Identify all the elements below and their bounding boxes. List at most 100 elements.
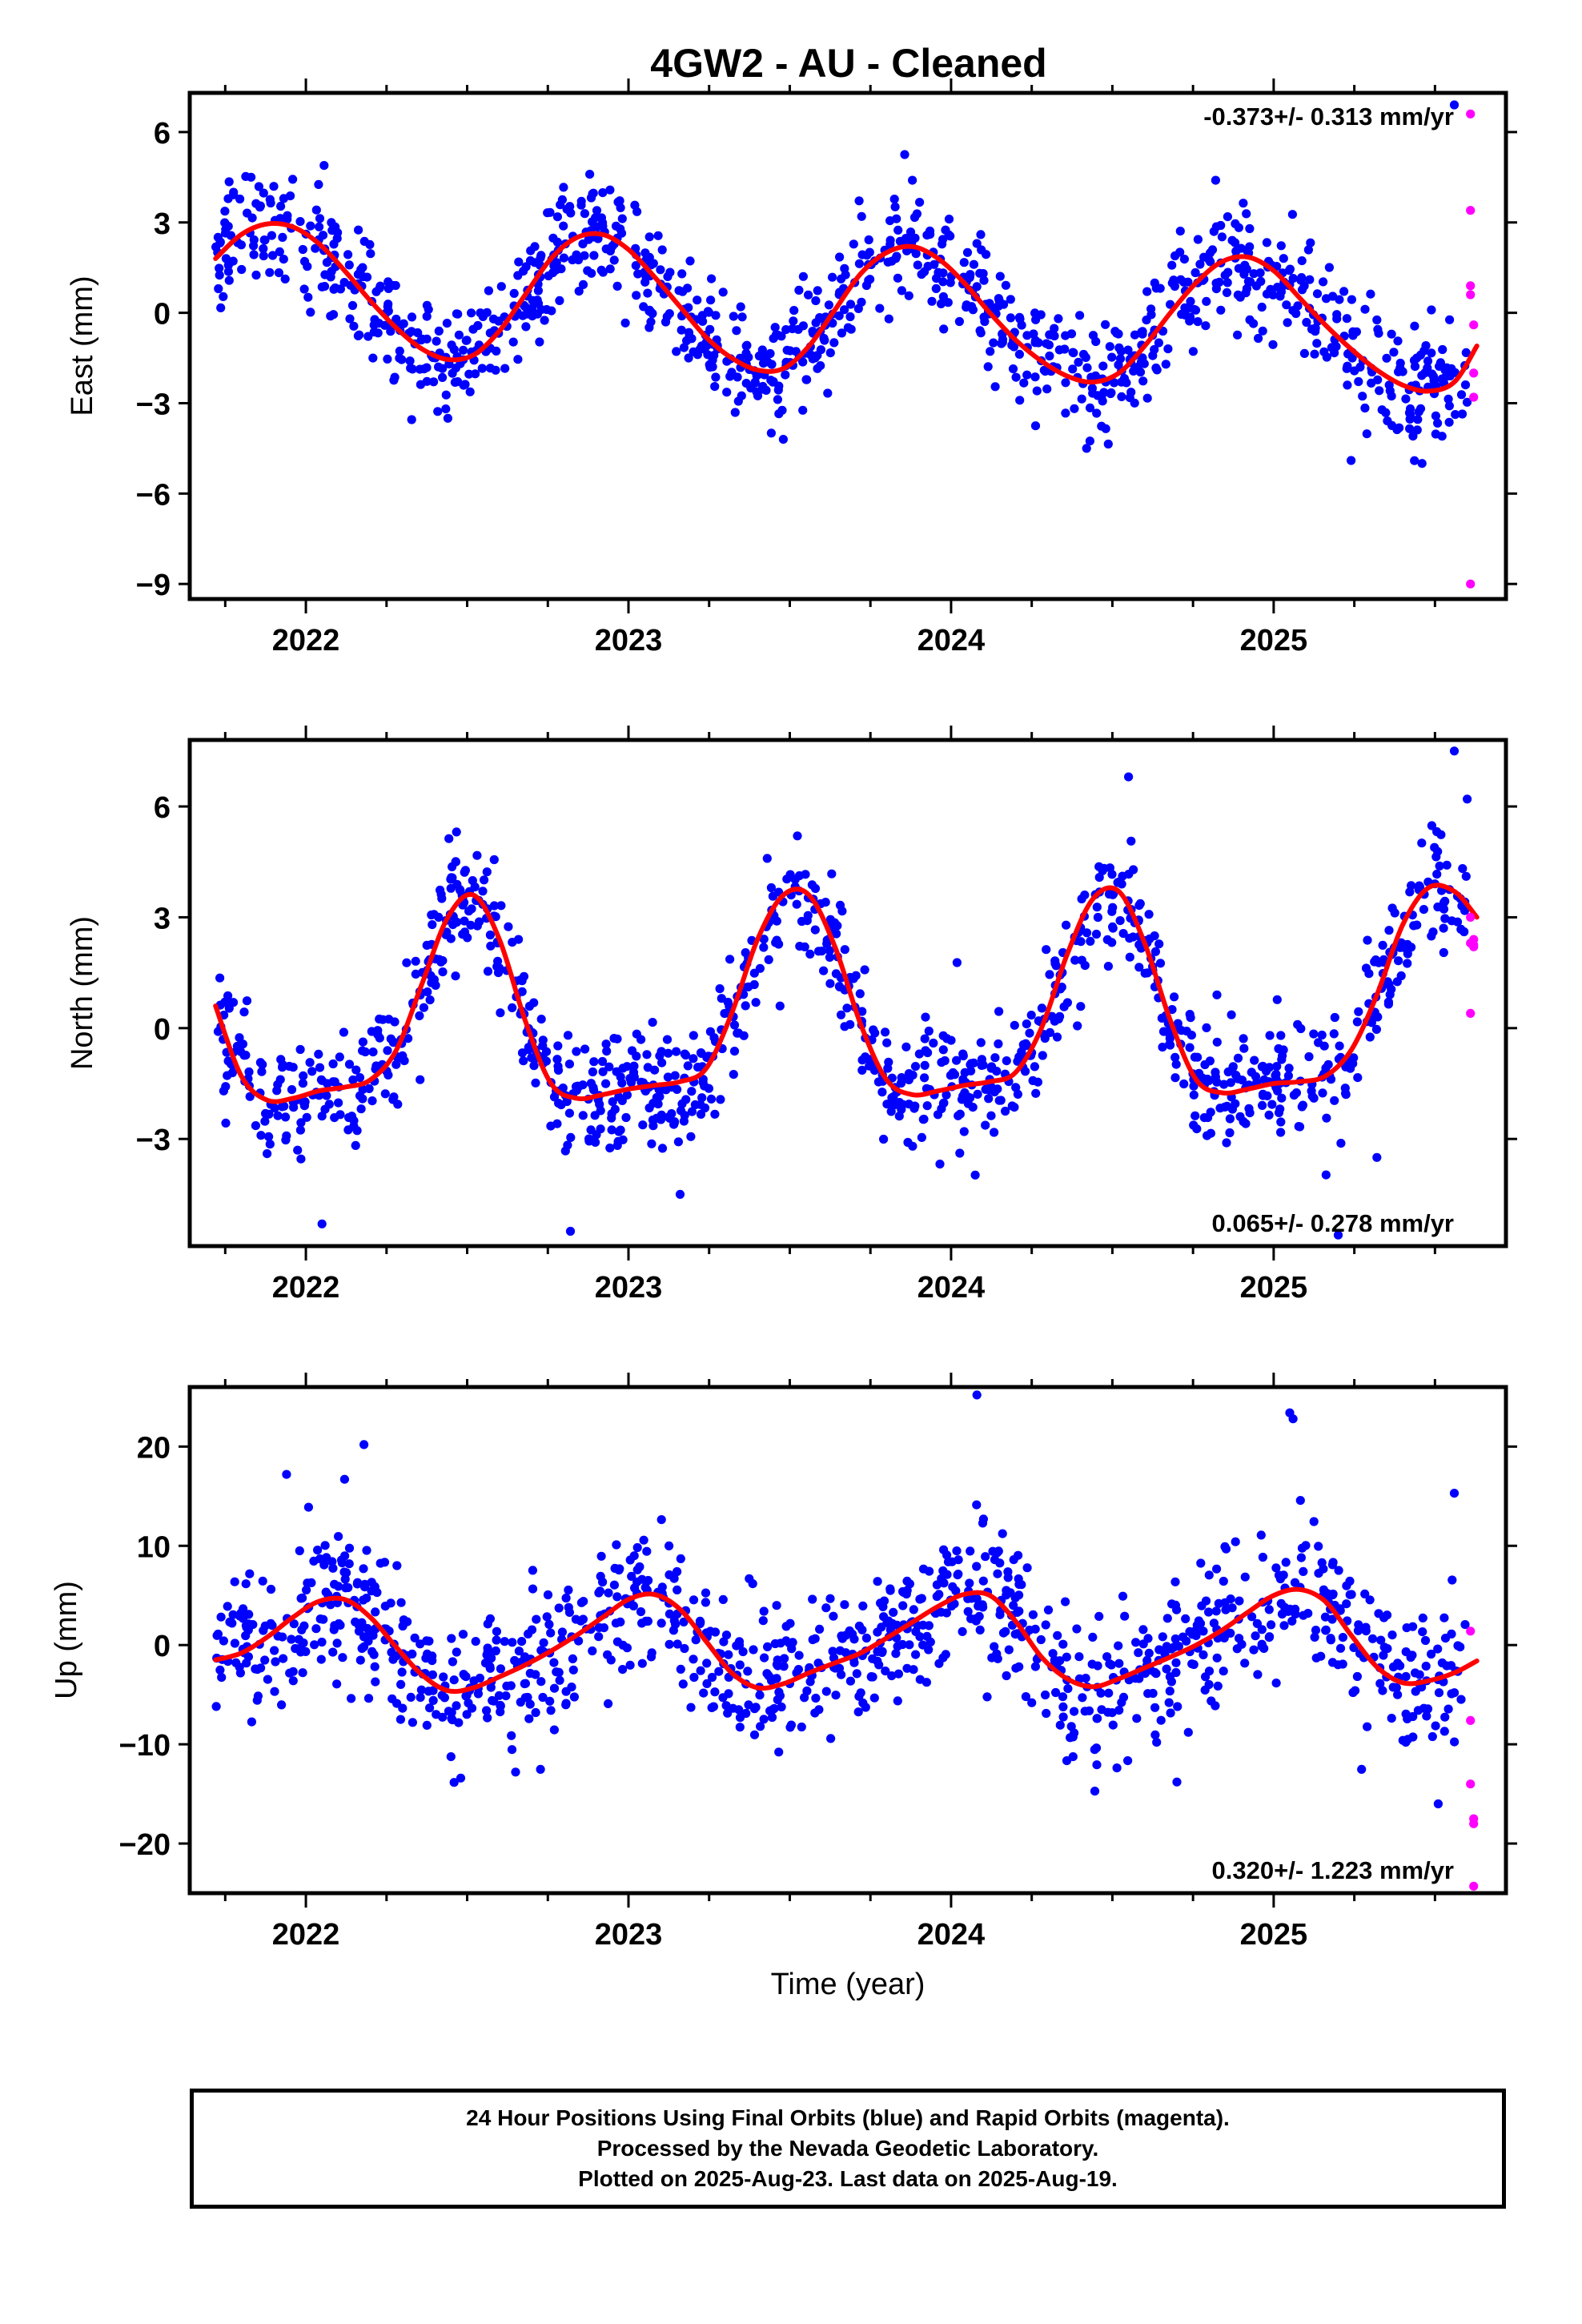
data-point	[344, 1559, 354, 1569]
data-point	[314, 179, 323, 189]
data-point	[638, 1120, 648, 1130]
data-point	[326, 272, 335, 282]
data-point	[1326, 1635, 1335, 1645]
data-point	[920, 1034, 930, 1043]
data-point	[1063, 1684, 1073, 1694]
data-point	[676, 1664, 685, 1674]
data-point	[342, 1568, 351, 1578]
data-point	[891, 254, 901, 263]
data-point	[924, 1026, 934, 1036]
data-point	[1231, 247, 1241, 256]
data-point	[334, 1532, 343, 1542]
data-point	[1415, 881, 1424, 891]
data-point	[567, 1683, 576, 1692]
data-point	[1410, 362, 1420, 372]
data-point	[1103, 439, 1113, 449]
data-point	[605, 1143, 615, 1153]
data-point	[621, 1112, 631, 1123]
data-point	[485, 930, 496, 940]
data-point	[1432, 826, 1442, 837]
data-point	[1231, 238, 1240, 247]
data-point	[1108, 890, 1118, 899]
data-point	[1106, 1660, 1116, 1670]
data-point	[875, 304, 885, 313]
data-point	[1296, 1553, 1306, 1562]
data-point	[1117, 879, 1126, 889]
data-point	[517, 1637, 527, 1647]
data-point	[642, 1050, 652, 1059]
data-point-outlier	[1124, 772, 1134, 782]
data-point	[1354, 1620, 1363, 1630]
data-point	[889, 195, 899, 204]
data-point	[578, 1111, 588, 1120]
x-tick-label: 2024	[917, 1271, 986, 1305]
data-point	[798, 271, 809, 281]
data-point	[1017, 1580, 1026, 1590]
data-point	[371, 1607, 380, 1617]
data-point	[904, 291, 913, 300]
data-point	[881, 1027, 890, 1037]
x-tick-label: 2022	[272, 624, 340, 657]
data-point	[835, 252, 845, 262]
data-point	[938, 277, 948, 287]
data-point	[935, 1160, 945, 1169]
data-point	[450, 377, 460, 387]
data-point	[939, 1098, 949, 1108]
data-point	[705, 360, 714, 370]
data-point	[483, 1647, 492, 1656]
data-point	[383, 354, 392, 364]
data-point	[644, 1103, 654, 1113]
data-point	[552, 1119, 562, 1128]
data-point	[514, 257, 524, 267]
data-point	[657, 1144, 668, 1153]
data-point	[1427, 821, 1436, 830]
data-point-outlier	[247, 172, 256, 182]
data-point	[705, 1027, 716, 1036]
data-point	[829, 338, 839, 348]
data-point	[1226, 1594, 1235, 1604]
data-point	[917, 1132, 926, 1142]
data-point	[1460, 1620, 1470, 1630]
data-point	[451, 971, 460, 981]
data-point	[900, 150, 909, 159]
data-point	[849, 239, 858, 249]
frame-up	[187, 1385, 1508, 1896]
data-point	[1214, 1598, 1223, 1608]
data-point	[306, 221, 315, 231]
data-point	[1129, 865, 1138, 875]
data-point	[766, 376, 776, 385]
data-point	[1220, 271, 1230, 280]
data-point	[1080, 1707, 1090, 1716]
data-point	[486, 941, 496, 951]
data-point	[891, 1649, 901, 1659]
data-point	[1019, 378, 1029, 388]
data-point	[831, 1691, 841, 1700]
data-point	[389, 1092, 399, 1102]
data-point	[1327, 343, 1336, 352]
data-point	[1258, 326, 1267, 336]
data-point	[1189, 1090, 1199, 1100]
data-point	[232, 1041, 242, 1051]
data-point	[277, 1700, 287, 1710]
data-point	[265, 267, 275, 277]
data-point	[444, 1707, 454, 1716]
data-point	[1212, 1653, 1222, 1663]
footer-box: 24 Hour Positions Using Final Orbits (bl…	[190, 2089, 1506, 2209]
y-tick-label: 3	[154, 207, 171, 241]
data-point	[1406, 410, 1415, 420]
data-point	[1212, 1037, 1222, 1047]
data-point	[1349, 1053, 1359, 1063]
data-point	[1282, 300, 1291, 310]
data-point	[1125, 393, 1134, 403]
data-point	[845, 300, 856, 309]
data-point	[1108, 1720, 1118, 1730]
data-point	[509, 288, 519, 298]
data-point	[1162, 1614, 1172, 1623]
data-point	[861, 280, 871, 291]
data-point	[1412, 353, 1422, 363]
data-point	[1335, 1041, 1344, 1051]
data-point	[741, 948, 750, 958]
data-point	[1193, 235, 1203, 244]
data-point	[1438, 344, 1447, 355]
data-point	[1450, 1688, 1460, 1698]
